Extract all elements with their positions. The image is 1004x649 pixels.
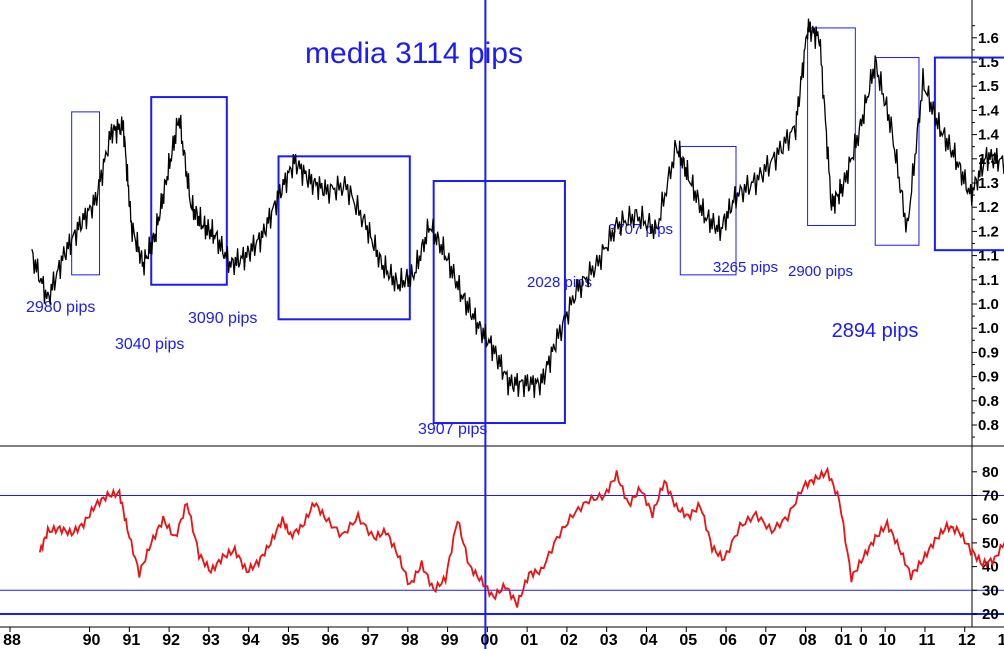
price-y-tick-label: 1.4 <box>978 127 1000 144</box>
x-tick-label: 96 <box>321 632 339 649</box>
x-tick-label: 04 <box>640 632 658 649</box>
x-tick-label: 12 <box>958 632 976 649</box>
annotation-box <box>933 56 1004 252</box>
x-tick-label: 13 <box>998 632 1004 649</box>
price-y-tick-label: 1.2 <box>978 223 999 240</box>
x-tick-label: 11 <box>918 632 935 649</box>
x-tick-label: 10 <box>878 632 896 649</box>
annotation-label: 3090 pips <box>188 310 257 327</box>
annotation-box <box>71 111 101 276</box>
x-tick-label: 94 <box>242 632 260 649</box>
annotation-box <box>432 180 566 425</box>
annotation-box <box>150 96 228 286</box>
side-annotation-label: 2894 pips <box>832 320 919 342</box>
x-tick-label: 03 <box>600 632 618 649</box>
price-panel: 0.80.80.90.91.01.01.11.11.21.21.31.31.41… <box>26 18 1004 438</box>
price-y-tick-label: 1.5 <box>978 78 999 95</box>
annotation-box <box>807 27 856 226</box>
price-y-tick-label: 0.9 <box>978 369 999 386</box>
price-y-tick-label: 1.6 <box>978 30 999 47</box>
x-tick-label: 00 <box>480 632 498 649</box>
price-series-line <box>31 18 1004 399</box>
rsi-series-line <box>38 466 1004 608</box>
price-y-tick-label: 0.8 <box>978 417 999 434</box>
price-y-tick-label: 1.4 <box>978 102 1000 119</box>
price-y-tick-label: 1.5 <box>978 54 999 71</box>
x-tick-label: 06 <box>719 632 737 649</box>
annotation-box <box>874 57 920 246</box>
x-axis: 88 90 91 92 93 94 95 96 97 98 99 00 01 02 03 04 05 06 07 08… <box>3 627 1004 649</box>
annotation-box <box>277 155 411 321</box>
x-tick-label: 98 <box>401 632 419 649</box>
price-y-tick-label: 1.0 <box>978 296 999 313</box>
x-tick-label: 92 <box>162 632 180 649</box>
price-y-tick-label: 1.3 <box>978 175 999 192</box>
x-tick-label: 99 <box>441 632 459 649</box>
rsi-y-tick-label: 50 <box>982 535 999 552</box>
rsi-y-tick-label: 80 <box>982 464 999 481</box>
price-y-tick-label: 1.1 <box>978 272 999 289</box>
x-tick-label: 01 <box>835 632 853 649</box>
price-y-tick-label: 0.8 <box>978 393 999 410</box>
x-tick-label: 01 <box>520 632 538 649</box>
x-tick-label: 88 <box>3 632 21 649</box>
x-tick-label: 07 <box>759 632 777 649</box>
annotation-label: 2900 pips <box>788 263 853 280</box>
annotation-label: 3040 pips <box>115 336 184 353</box>
annotation-label: 2980 pips <box>26 299 95 316</box>
x-tick-label: 08 <box>799 632 817 649</box>
x-tick-label: 0 <box>859 632 868 649</box>
annotation-label: 3265 pips <box>713 259 778 276</box>
rsi-y-tick-label: 20 <box>982 606 999 623</box>
annotation-label: 3907 pips <box>418 421 487 438</box>
x-tick-label: 02 <box>560 632 578 649</box>
x-tick-label: 97 <box>361 632 379 649</box>
rsi-y-tick-label: 60 <box>982 511 999 528</box>
x-tick-label: 95 <box>282 632 300 649</box>
x-tick-label: 05 <box>679 632 697 649</box>
price-y-tick-label: 1.1 <box>978 248 999 265</box>
annotation-box <box>679 145 737 276</box>
rsi-y-tick-label: 70 <box>982 488 999 505</box>
annotation-label: 3707 pips <box>608 221 673 238</box>
x-tick-label: 93 <box>202 632 220 649</box>
price-y-tick-label: 1.2 <box>978 199 999 216</box>
x-tick-label: 91 <box>122 632 140 649</box>
chart-title: media 3114 pips <box>305 37 523 70</box>
price-y-tick-label: 0.9 <box>978 344 999 361</box>
x-tick-label: 90 <box>83 632 101 649</box>
rsi-y-tick-label: 30 <box>982 582 999 599</box>
price-y-tick-label: 1.0 <box>978 320 999 337</box>
